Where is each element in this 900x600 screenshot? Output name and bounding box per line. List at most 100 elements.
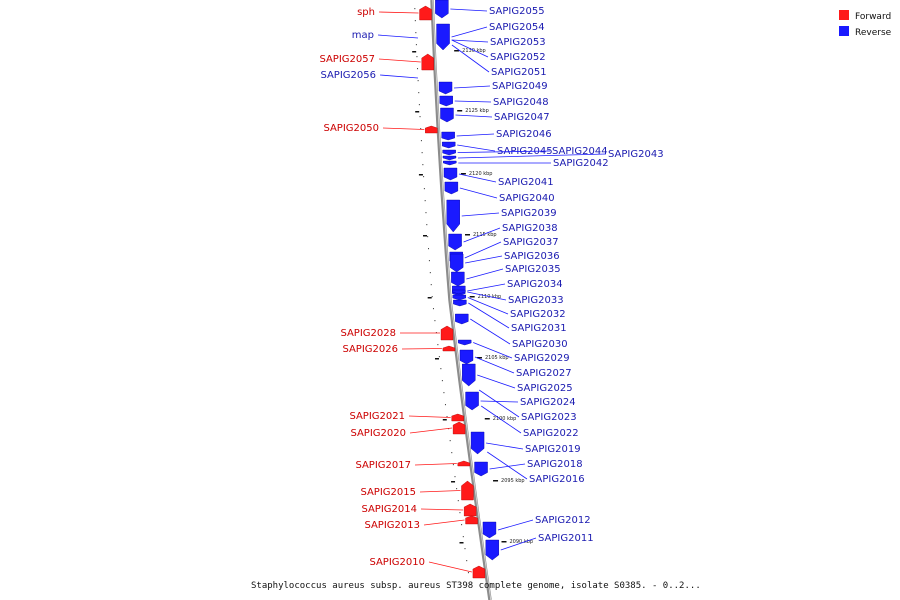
reverse-gene-label[interactable]: SAPIG2022 [523,428,579,439]
reverse-gene-sapig2054[interactable] [436,23,450,51]
forward-gene-sapig2010[interactable] [472,565,486,579]
reverse-gene-label[interactable]: SAPIG2019 [525,444,581,455]
reverse-gene-label[interactable]: SAPIG2042 [553,158,609,169]
reverse-gene-label[interactable]: SAPIG2029 [514,353,570,364]
scale-tick-mark [454,50,460,52]
reverse-gene-sapig2049[interactable] [438,81,453,95]
reverse-gene-label[interactable]: SAPIG2044 [552,146,608,157]
reverse-gene-label[interactable]: SAPIG2052 [490,52,546,63]
forward-gene-sapig2057[interactable] [421,53,434,71]
forward-gene-label[interactable]: SAPIG2026 [342,344,398,355]
reverse-gene-sapig2042[interactable] [443,160,457,166]
forward-gene-sapig2013[interactable] [465,515,478,525]
reverse-gene-label[interactable]: SAPIG2031 [511,323,567,334]
reverse-gene-sapig2043[interactable] [442,155,457,161]
reverse-gene-label[interactable]: SAPIG2034 [507,279,563,290]
forward-gene-label[interactable]: SAPIG2056 [320,70,376,81]
reverse-gene-sapig2025[interactable] [462,363,476,387]
reverse-gene-label[interactable]: SAPIG2053 [490,37,546,48]
reverse-gene-sapig2012[interactable] [482,521,497,539]
forward-gene-label[interactable]: SAPIG2017 [355,460,411,471]
forward-gene-label[interactable]: SAPIG2020 [350,428,406,439]
reverse-gene-sapig2033[interactable] [452,289,466,295]
forward-gene-label[interactable]: SAPIG2057 [319,54,375,65]
reverse-gene-label[interactable]: SAPIG2055 [489,6,545,17]
minor-tick [467,572,469,574]
reverse-gene-label[interactable]: SAPIG2041 [498,177,554,188]
reverse-gene-label[interactable]: SAPIG2038 [502,223,558,234]
reverse-gene-sapig2027[interactable] [459,349,474,365]
forward-gene-label[interactable]: SAPIG2014 [361,504,417,515]
reverse-gene-label[interactable]: SAPIG2048 [493,97,549,108]
scale-tick-mark [418,174,423,176]
leader-line [466,268,504,280]
reverse-gene-sapig2055[interactable] [435,0,449,19]
forward-gene-sph[interactable] [419,5,432,21]
reverse-gene-label[interactable]: SAPIG2027 [516,368,572,379]
reverse-gene-sapig2044[interactable] [442,149,456,156]
leader-line [450,8,488,12]
leader-line [420,508,464,511]
reverse-gene-label[interactable]: SAPIG2043 [608,149,664,160]
reverse-gene-label[interactable]: SAPIG2024 [520,397,576,408]
forward-gene-sapig2050[interactable] [425,125,438,134]
caption: Staphylococcus aureus subsp. aureus ST39… [251,581,701,591]
reverse-gene-label[interactable]: SAPIG2012 [535,515,591,526]
forward-gene-sapig2014[interactable] [463,503,477,517]
forward-gene-label[interactable]: map [352,30,374,41]
reverse-gene-sapig2048[interactable] [439,95,453,107]
reverse-gene-label[interactable]: SAPIG2025 [517,383,573,394]
forward-gene-label[interactable]: SAPIG2015 [360,487,416,498]
reverse-gene-label[interactable]: SAPIG2046 [496,129,552,140]
reverse-gene-label[interactable]: SAPIG2054 [489,22,545,33]
forward-gene-label[interactable]: SAPIG2010 [369,557,425,568]
reverse-gene-label[interactable]: SAPIG2018 [527,459,583,470]
reverse-gene-sapig2031[interactable] [453,299,467,307]
leader-line [451,39,489,43]
reverse-gene-sapig2035[interactable] [451,271,465,287]
reverse-gene-label[interactable]: SAPIG2049 [492,81,548,92]
forward-gene-label[interactable]: SAPIG2050 [323,123,379,134]
reverse-gene-sapig2045[interactable] [442,141,456,149]
forward-gene-label[interactable]: SAPIG2028 [340,328,396,339]
reverse-gene-sapig2036[interactable] [449,253,464,273]
minor-tick [416,56,418,58]
leader-line [451,39,489,58]
reverse-gene-label[interactable]: SAPIG2035 [505,264,561,275]
forward-gene-sapig2017[interactable] [457,460,471,467]
reverse-gene-label[interactable]: SAPIG2032 [510,309,566,320]
reverse-gene-label[interactable]: SAPIG2037 [503,237,559,248]
reverse-gene-sapig2041[interactable] [443,167,458,181]
reverse-gene-label[interactable]: SAPIG2030 [512,339,568,350]
reverse-gene-sapig2038[interactable] [448,233,462,251]
reverse-gene-sapig2040[interactable] [444,181,459,195]
reverse-gene-label[interactable]: SAPIG2039 [501,208,557,219]
reverse-gene-label[interactable]: SAPIG2040 [499,193,555,204]
scale-tick-mark [423,235,428,237]
forward-gene-sapig2015[interactable] [461,480,474,501]
reverse-gene-label[interactable]: SAPIG2016 [529,474,585,485]
reverse-gene-sapig2029[interactable] [457,339,472,346]
reverse-gene-sapig2047[interactable] [440,107,454,123]
reverse-gene-label[interactable]: SAPIG2051 [491,67,547,78]
reverse-gene-sapig2024[interactable] [465,391,479,411]
reverse-gene-label[interactable]: SAPIG2033 [508,295,564,306]
forward-gene-label[interactable]: sph [357,7,375,18]
forward-gene-sapig2021[interactable] [451,413,464,422]
reverse-gene-sapig2030[interactable] [455,313,469,325]
forward-gene-label[interactable]: SAPIG2021 [349,411,405,422]
forward-gene-sapig2020[interactable] [452,421,466,435]
forward-gene-label[interactable]: SAPIG2013 [364,520,420,531]
reverse-gene-sapig2018[interactable] [474,461,488,477]
reverse-gene-label[interactable]: SAPIG2047 [494,112,550,123]
reverse-gene-sapig2046[interactable] [441,131,455,141]
reverse-gene-label[interactable]: SAPIG2011 [538,533,594,544]
reverse-gene-sapig2032[interactable] [452,294,467,301]
forward-gene-sapig2026[interactable] [442,345,456,352]
reverse-gene-sapig2019[interactable] [470,431,485,455]
forward-gene-sapig2028[interactable] [440,325,454,341]
reverse-gene-label[interactable]: SAPIG2023 [521,412,577,423]
reverse-gene-sapig2011[interactable] [485,539,499,561]
reverse-gene-label[interactable]: SAPIG2036 [504,251,560,262]
reverse-gene-sapig2039[interactable] [446,199,460,233]
